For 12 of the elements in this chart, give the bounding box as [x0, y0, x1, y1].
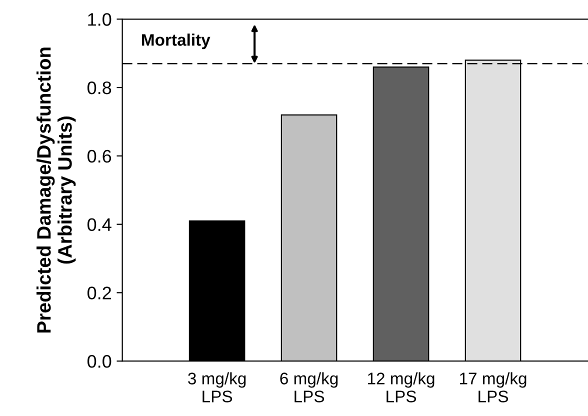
annotation: Mortality [142, 34, 210, 50]
x-tick-label: 17 mg/kg LPS [460, 372, 526, 402]
y-tick-label: 1.0 [88, 13, 112, 26]
x-tick-label: 6 mg/kg LPS [280, 372, 338, 402]
y-tick-label: 0.4 [87, 218, 112, 232]
y-tick-label: 0.8 [87, 81, 112, 94]
y-tick-label: 0.0 [87, 355, 112, 368]
x-tick-label: 12 mg/kg LPS [368, 372, 434, 402]
x-tick-label: 3 mg/kg LPS [188, 372, 246, 402]
y-tick-label: 0.6 [87, 150, 112, 163]
y-tick-label: 0.2 [87, 286, 111, 300]
y-axis-title: Predicted Damage/Dysfunction (Arbitrary Units) [36, 48, 76, 333]
